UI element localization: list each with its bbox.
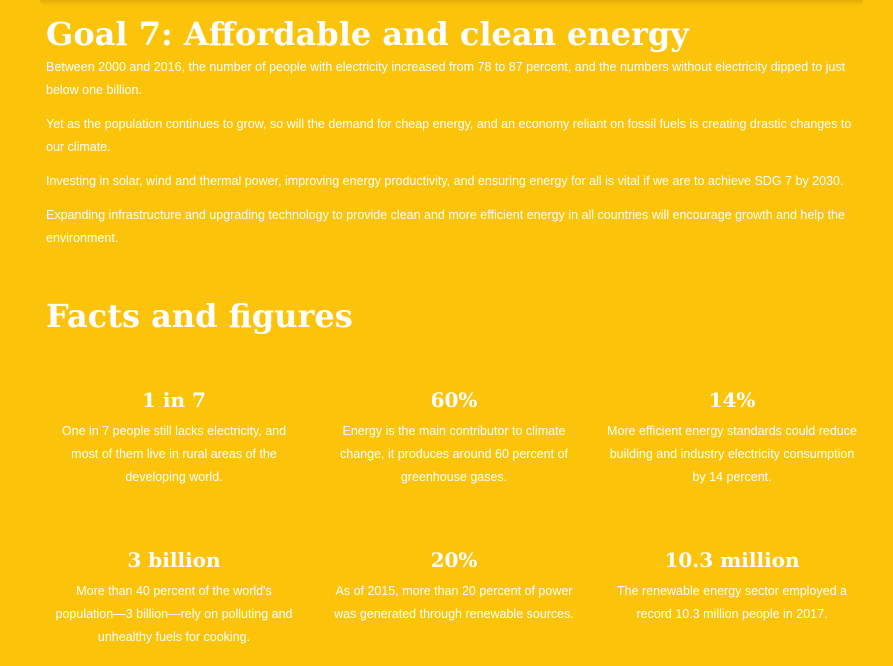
facts-title: Facts and figures [46, 297, 353, 335]
fact-stat: 1 in 7 [142, 388, 206, 412]
fact-description: As of 2015, more than 20 percent of powe… [334, 584, 574, 621]
header-shadow [40, 0, 863, 6]
fact-stat: 14% [708, 388, 756, 412]
fact-stat: 3 billion [127, 548, 221, 572]
fact-stat: 20% [430, 548, 478, 572]
fact-card: 10.3 million The renewable energy sector… [607, 546, 857, 626]
goal-paragraph-4: Expanding infrastructure and upgrading t… [46, 208, 845, 245]
goal-section: Goal 7: Affordable and clean energy Betw… [46, 0, 866, 335]
fact-card: 14% More efficient energy standards coul… [607, 386, 857, 489]
fact-card: 20% As of 2015, more than 20 percent of … [329, 546, 579, 626]
goal-title: Goal 7: Affordable and clean energy [46, 15, 689, 53]
fact-description: Energy is the main contributor to climat… [340, 424, 568, 484]
fact-card: 1 in 7 One in 7 people still lacks elect… [49, 386, 299, 489]
fact-description: More efficient energy standards could re… [607, 424, 857, 484]
fact-card: 60% Energy is the main contributor to cl… [329, 386, 579, 489]
goal-paragraph-3: Investing in solar, wind and thermal pow… [46, 174, 844, 188]
fact-description: One in 7 people still lacks electricity,… [61, 424, 287, 484]
fact-card: 3 billion More than 40 percent of the wo… [49, 546, 299, 649]
fact-description: The renewable energy sector employed a r… [617, 584, 847, 621]
fact-description: More than 40 percent of the world's popu… [55, 584, 293, 644]
goal-paragraph-1: Between 2000 and 2016, the number of peo… [46, 60, 846, 97]
fact-stat: 60% [430, 388, 478, 412]
goal-paragraph-2: Yet as the population continues to grow,… [46, 117, 852, 154]
fact-stat: 10.3 million [664, 548, 800, 572]
